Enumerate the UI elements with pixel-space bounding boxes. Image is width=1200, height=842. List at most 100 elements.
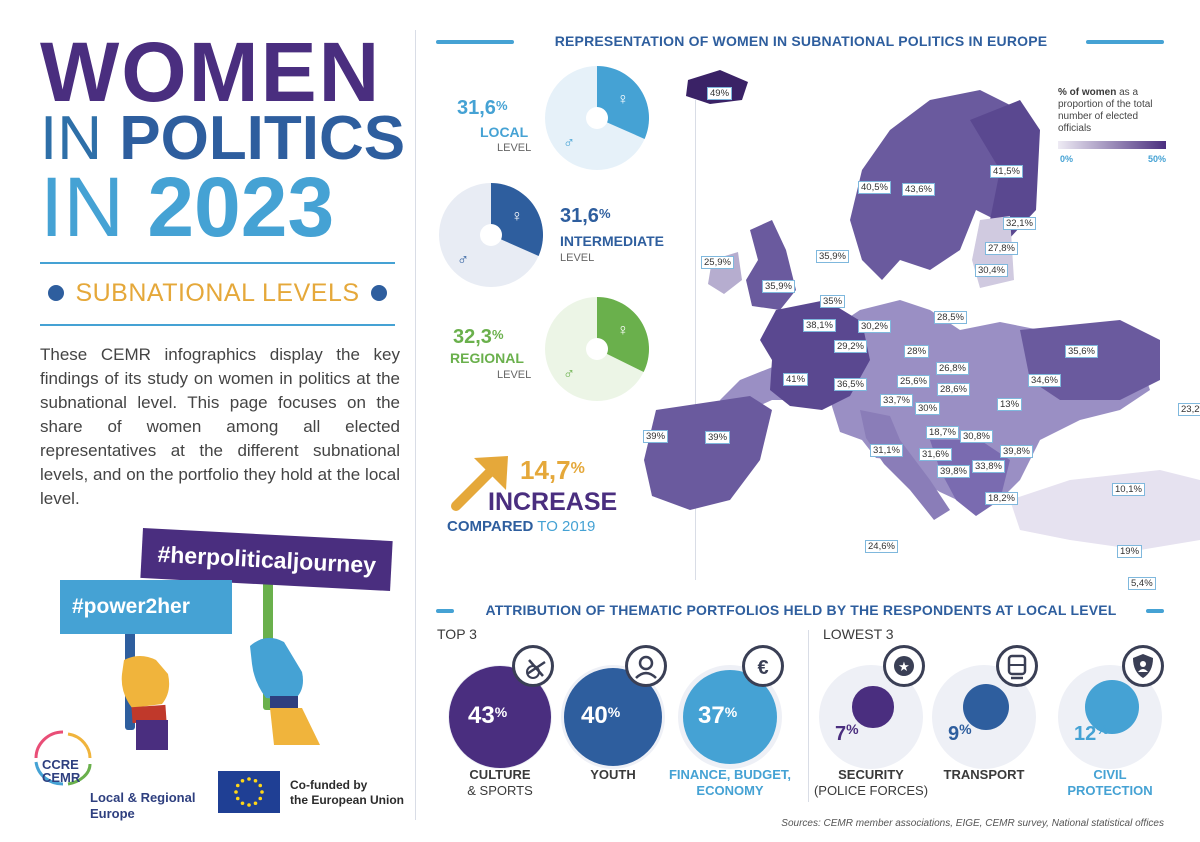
pie-women-share [597, 297, 649, 373]
map-value-label: 41,5% [990, 165, 1023, 178]
title-year: 2023 [147, 160, 335, 254]
map-value-label: 30,8% [960, 430, 993, 443]
eu-line1: Co-funded by [290, 778, 368, 792]
map-value-label: 29,2% [834, 340, 867, 353]
map-value-label: 39% [643, 430, 669, 443]
title-in-2023: IN 2023 [40, 165, 334, 249]
male-symbol-icon: ♂ [563, 366, 575, 383]
map-value-label: 35,6% [1065, 345, 1098, 358]
map-value-label: 25,6% [897, 375, 930, 388]
increase-arrow-icon [451, 456, 508, 511]
portfolio-label: TRANSPORT [943, 767, 1025, 782]
svg-text:€: € [757, 657, 768, 679]
portfolio-value: 40% [581, 702, 621, 729]
map-value-label: 31,6% [919, 448, 952, 461]
map-value-label: 39% [705, 431, 731, 444]
police-badge-icon: ★ [883, 645, 925, 687]
pie-regional: ♀♂ [545, 297, 649, 401]
sources-note: Sources: CEMR member associations, EIGE,… [781, 818, 1164, 829]
map-value-label: 18,2% [985, 492, 1018, 505]
increase-compared: COMPARED TO 2019 [447, 518, 596, 535]
map-value-label: 38,1% [803, 319, 836, 332]
pie-center [586, 338, 608, 360]
map-value-label: 27,8% [985, 242, 1018, 255]
map-value-label: 31,1% [870, 444, 903, 457]
increase-word: INCREASE [488, 488, 618, 516]
map-value-label: 35,9% [762, 280, 795, 293]
regional-name: REGIONAL [450, 350, 524, 366]
map-value-label: 23,2% [1178, 403, 1200, 416]
ccre-cemr-logo: CCRE CEMR Local & Regional Europe [28, 722, 208, 822]
ccre-letters: CCRE CEMR [42, 758, 80, 784]
male-symbol-icon: ♂ [457, 252, 469, 269]
banner-dot-left [48, 285, 64, 301]
portfolio-divider [808, 630, 809, 802]
map-value-label: 28% [904, 345, 930, 358]
banner-dot-right [371, 285, 387, 301]
portfolio-value: 9% [948, 721, 972, 745]
intermediate-level-suffix: LEVEL [560, 252, 595, 264]
regional-level-suffix: LEVEL [497, 369, 532, 381]
shield-person-icon [1122, 645, 1164, 687]
pie-center [480, 224, 502, 246]
title-rule-right [1086, 40, 1164, 44]
map-value-label: 25,9% [701, 256, 734, 269]
female-symbol-icon: ♀ [511, 208, 523, 225]
local-pct: 31,6% [457, 97, 508, 119]
map-value-label: 30% [915, 402, 941, 415]
pie-women-share [491, 183, 543, 256]
intermediate-pct: 31,6% [560, 205, 611, 227]
male-symbol-icon: ♂ [563, 135, 575, 152]
eu-flag-icon [218, 771, 280, 813]
portfolio-rule-left [436, 609, 454, 613]
map-value-label: 34,6% [1028, 374, 1061, 387]
portfolio-label: FINANCE, BUDGET, ECONOMY [668, 767, 792, 798]
intermediate-name: INTERMEDIATE [560, 233, 664, 249]
map-uk [746, 220, 796, 310]
map-value-label: 13% [997, 398, 1023, 411]
local-name: LOCAL [480, 124, 529, 140]
map-value-label: 30,2% [858, 320, 891, 333]
column-divider [415, 30, 416, 820]
map-iberia [644, 396, 772, 510]
pie-intermediate: ♀♂ [439, 183, 543, 287]
euro-icon: € [742, 645, 784, 687]
map-divider [695, 100, 696, 580]
subtitle: SUBNATIONAL LEVELS [75, 279, 360, 307]
map-value-label: 10,1% [1112, 483, 1145, 496]
pie-local: ♀♂ [545, 66, 649, 170]
map-value-label: 19% [1117, 545, 1143, 558]
regional-pct: 32,3% [453, 326, 504, 348]
map-value-label: 39,8% [1000, 445, 1033, 458]
hand-right-icon [250, 637, 320, 745]
map-value-label: 5,4% [1128, 577, 1156, 590]
map-value-label: 33,7% [880, 394, 913, 407]
ccre-name: Local & Regional Europe [90, 790, 196, 821]
female-symbol-icon: ♀ [617, 322, 629, 339]
title-in-politics: IN POLITICS [40, 108, 405, 170]
portfolio-share-circle [852, 686, 894, 728]
hand-left-icon [121, 656, 170, 750]
map-value-label: 18,7% [926, 426, 959, 439]
map-legend-max: 50% [1148, 154, 1167, 164]
map-value-label: 28,5% [934, 311, 967, 324]
map-legend-gradient [1058, 141, 1166, 149]
intro-text: These CEMR infographics display the key … [40, 345, 400, 508]
portfolio-value: 12% [1074, 721, 1109, 745]
title-in: IN [40, 104, 102, 173]
local-level-suffix: LEVEL [497, 142, 532, 154]
subtitle-banner: SUBNATIONAL LEVELS [40, 262, 395, 326]
portfolio-share-circle [962, 683, 1010, 731]
portfolio-value: 43% [468, 702, 508, 729]
map-value-label: 49% [707, 87, 733, 100]
svg-text:★: ★ [898, 659, 910, 674]
portfolio-label: CULTURE & SPORTS [467, 767, 533, 798]
map-value-label: 24,6% [865, 540, 898, 553]
map-turkey [1010, 470, 1200, 550]
title-politics: POLITICS [119, 104, 406, 173]
increase-pct: 14,7% [520, 455, 585, 485]
portfolio-label: YOUTH [590, 767, 636, 782]
map-value-label: 35% [820, 295, 846, 308]
title-women: WOMEN [40, 25, 382, 119]
portfolio-value: 37% [698, 702, 738, 729]
